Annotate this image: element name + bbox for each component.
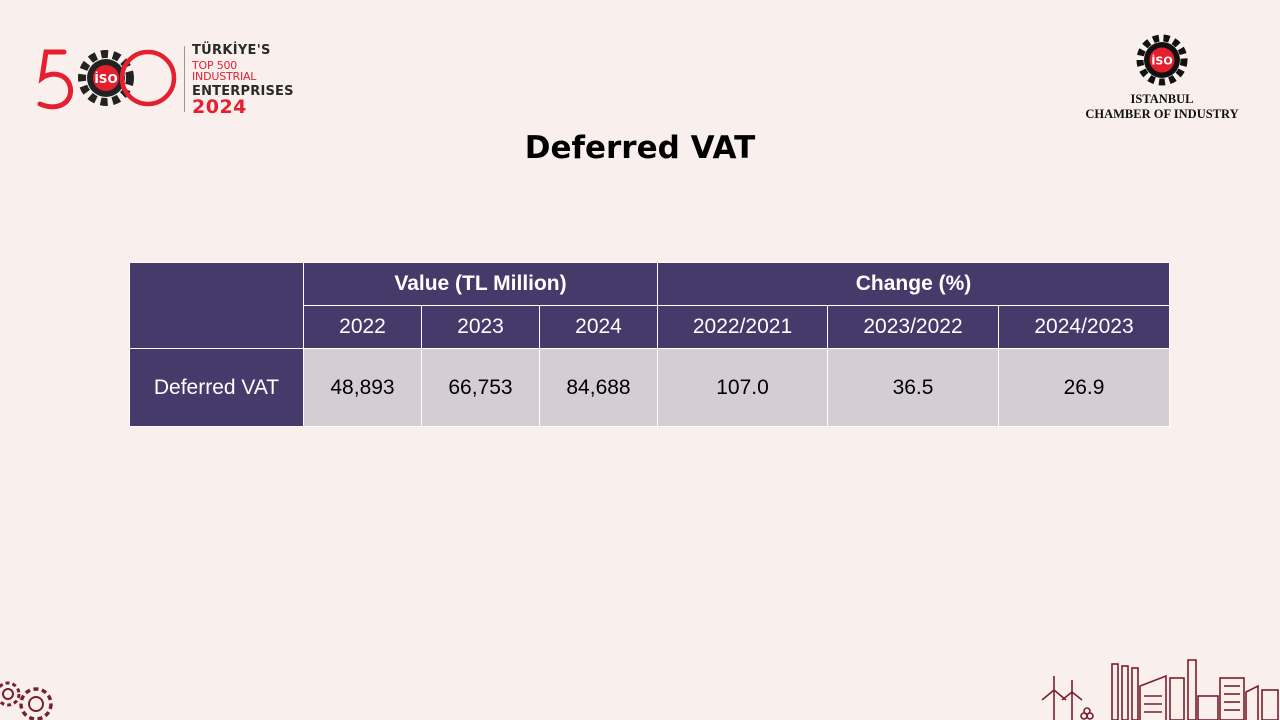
top500-logo: İSO TÜRKİYE'S TOP 500 INDUSTRIAL ENTERPR… bbox=[36, 40, 296, 120]
logo-line-2: TOP 500 INDUSTRIAL bbox=[192, 59, 257, 83]
table-cell: 84,688 bbox=[539, 348, 658, 427]
logo-line-1: TÜRKİYE'S bbox=[192, 43, 271, 58]
iso-name-line-2: CHAMBER OF INDUSTRY bbox=[1085, 107, 1239, 121]
column-header: 2022 bbox=[303, 305, 422, 349]
row-label: Deferred VAT bbox=[129, 348, 304, 427]
svg-text:İSO: İSO bbox=[1151, 54, 1172, 68]
deferred-vat-table: Value (TL Million) Change (%) 2022 2023 … bbox=[129, 262, 1171, 427]
table-cell: 66,753 bbox=[421, 348, 540, 427]
column-header: 2023/2022 bbox=[827, 305, 999, 349]
column-header: 2024/2023 bbox=[997, 305, 1171, 349]
table-corner-cell bbox=[129, 262, 304, 349]
logo-line-3: ENTERPRISES bbox=[192, 84, 294, 99]
table-cell: 26.9 bbox=[997, 348, 1171, 427]
column-header: 2023 bbox=[421, 305, 540, 349]
iso-logo: İSO ISTANBUL CHAMBER OF INDUSTRY bbox=[1076, 32, 1248, 124]
iso-gear-icon: İSO bbox=[1136, 34, 1188, 86]
iso-name-line-1: ISTANBUL bbox=[1130, 92, 1194, 106]
table-row: Deferred VAT 48,893 66,753 84,688 107.0 … bbox=[129, 348, 1171, 427]
value-group-header: Value (TL Million) bbox=[303, 262, 658, 306]
industrial-skyline-decoration-icon bbox=[1041, 659, 1279, 720]
logo-divider bbox=[184, 46, 185, 112]
table-cell: 48,893 bbox=[303, 348, 422, 427]
logo-year: 2024 bbox=[192, 96, 247, 118]
page-title: Deferred VAT bbox=[524, 130, 756, 166]
table-cell: 107.0 bbox=[657, 348, 828, 427]
column-header: 2022/2021 bbox=[657, 305, 828, 349]
svg-text:İSO: İSO bbox=[94, 71, 117, 86]
column-header: 2024 bbox=[539, 305, 658, 349]
change-group-header: Change (%) bbox=[656, 262, 1171, 306]
gears-decoration-icon bbox=[0, 681, 53, 720]
top500-emblem-icon: İSO bbox=[37, 49, 177, 110]
table-cell: 36.5 bbox=[827, 348, 999, 427]
